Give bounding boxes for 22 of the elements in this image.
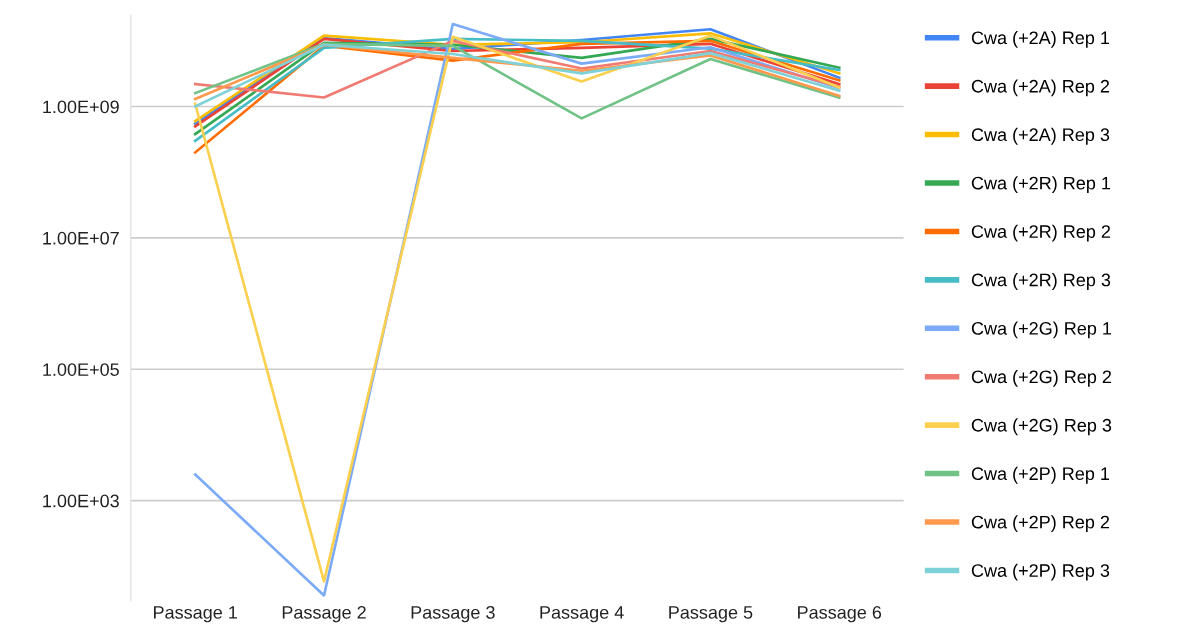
legend-label: Cwa (+2G) Rep 3 — [971, 418, 1112, 436]
y-tick-label: 1.00E+05 — [43, 363, 119, 376]
y-tick-label: 1.00E+03 — [43, 494, 119, 508]
y-tick-label: 1.00E+07 — [43, 231, 119, 245]
x-tick-label: Passage 1 — [154, 606, 237, 623]
x-tick-label: Passage 4 — [540, 606, 624, 623]
x-tick-label: Passage 2 — [282, 606, 366, 623]
legend-label: Cwa (+2A) Rep 3 — [971, 127, 1110, 145]
x-tick-label: Passage 5 — [669, 606, 753, 623]
legend-label: Cwa (+2R) Rep 1 — [971, 176, 1111, 194]
x-tick-label: Passage 6 — [798, 606, 882, 623]
legend-label: Cwa (+2G) Rep 1 — [971, 321, 1112, 339]
legend-label: Cwa (+2P) Rep 1 — [971, 466, 1110, 484]
legend-label: Cwa (+2P) Rep 2 — [971, 515, 1110, 533]
x-tick-label: Passage 3 — [411, 606, 495, 623]
legend-label: Cwa (+2A) Rep 2 — [971, 79, 1110, 97]
y-tick-label: 1.00E+09 — [43, 100, 119, 114]
legend-label: Cwa (+2P) Rep 3 — [971, 563, 1110, 581]
legend-label: Cwa (+2R) Rep 3 — [971, 273, 1111, 290]
legend-label: Cwa (+2R) Rep 2 — [971, 224, 1111, 242]
legend-label: Cwa (+2G) Rep 2 — [971, 369, 1112, 387]
legend-label: Cwa (+2A) Rep 1 — [971, 30, 1110, 48]
